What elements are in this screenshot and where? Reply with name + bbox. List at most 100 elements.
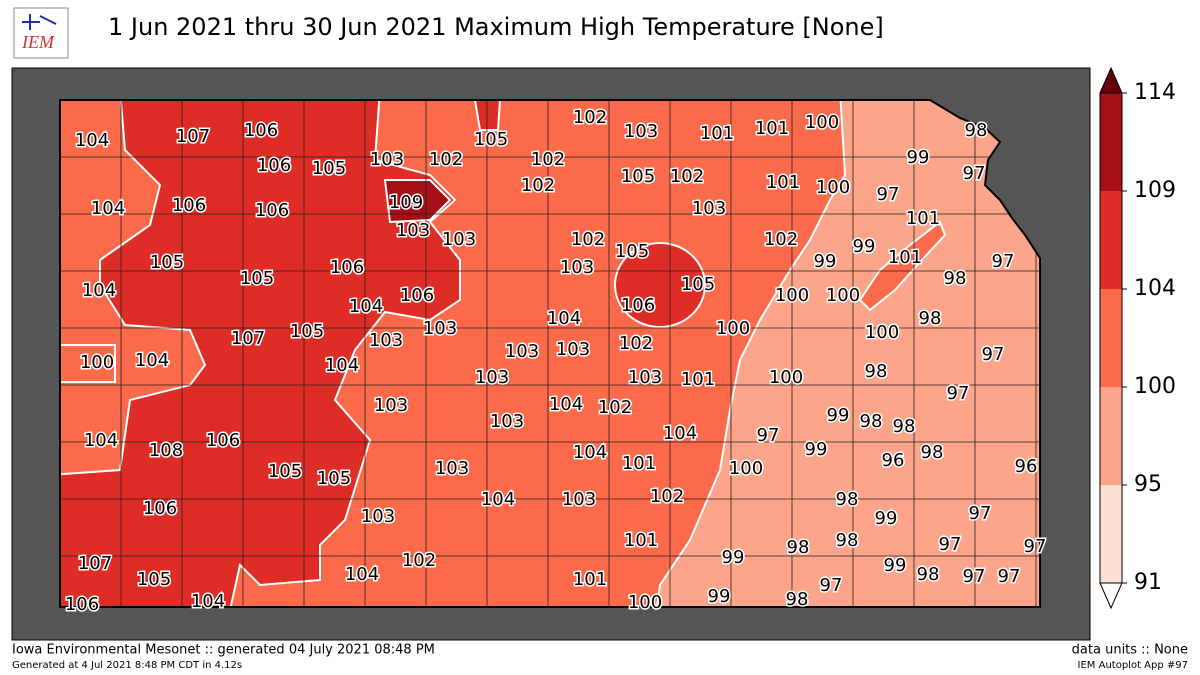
colorbar: 114 109 104 100 95 91 bbox=[1099, 66, 1176, 610]
station-value: 105 bbox=[317, 468, 351, 489]
station-value: 98 bbox=[836, 489, 859, 510]
station-value: 103 bbox=[370, 149, 404, 170]
station-value: 105 bbox=[240, 268, 274, 289]
station-value: 97 bbox=[939, 534, 962, 555]
station-value: 100 bbox=[865, 322, 899, 343]
station-value: 100 bbox=[716, 318, 750, 339]
station-value: 101 bbox=[766, 172, 800, 193]
station-value: 98 bbox=[787, 537, 810, 558]
station-value: 97 bbox=[820, 575, 843, 596]
station-value: 103 bbox=[475, 367, 509, 388]
station-value: 100 bbox=[628, 592, 662, 613]
station-value: 105 bbox=[268, 461, 302, 482]
station-value: 101 bbox=[888, 247, 922, 268]
station-value: 106 bbox=[143, 498, 177, 519]
station-value: 97 bbox=[1024, 536, 1047, 557]
station-value: 97 bbox=[992, 251, 1015, 272]
station-value: 104 bbox=[191, 591, 225, 612]
station-value: 107 bbox=[176, 126, 210, 147]
station-value: 99 bbox=[853, 236, 876, 257]
colorbar-bin bbox=[1100, 387, 1122, 485]
station-value: 106 bbox=[206, 430, 240, 451]
colorbar-frame bbox=[1099, 92, 1123, 584]
station-value: 103 bbox=[396, 220, 430, 241]
station-value: 103 bbox=[505, 341, 539, 362]
station-value: 105 bbox=[312, 158, 346, 179]
station-value: 103 bbox=[562, 489, 596, 510]
station-value: 106 bbox=[172, 195, 206, 216]
station-value: 105 bbox=[290, 321, 324, 342]
station-value: 104 bbox=[547, 308, 581, 329]
station-value: 100 bbox=[826, 285, 860, 306]
station-value: 102 bbox=[619, 333, 653, 354]
colorbar-tick-label: 91 bbox=[1134, 570, 1162, 595]
station-value: 97 bbox=[982, 344, 1005, 365]
region bbox=[60, 344, 116, 383]
footer-right-small: IEM Autoplot App #97 bbox=[1078, 660, 1188, 671]
station-value: 106 bbox=[244, 120, 278, 141]
region bbox=[858, 220, 947, 312]
station-value: 103 bbox=[692, 198, 726, 219]
station-value: 106 bbox=[255, 200, 289, 221]
region bbox=[653, 100, 1040, 607]
station-value: 102 bbox=[764, 229, 798, 250]
station-value: 98 bbox=[921, 442, 944, 463]
station-value: 99 bbox=[875, 508, 898, 529]
logo-text: IEM bbox=[21, 32, 55, 52]
region bbox=[383, 179, 452, 224]
station-value: 106 bbox=[621, 295, 655, 316]
station-value: 102 bbox=[521, 175, 555, 196]
station-value: 103 bbox=[624, 121, 658, 142]
region bbox=[60, 100, 461, 607]
station-value: 103 bbox=[361, 506, 395, 527]
title: 1 Jun 2021 thru 30 Jun 2021 Maximum High… bbox=[108, 13, 884, 41]
station-value: 103 bbox=[556, 339, 590, 360]
station-value: 100 bbox=[805, 112, 839, 133]
station-value: 104 bbox=[91, 198, 125, 219]
station-value: 99 bbox=[907, 147, 930, 168]
station-value: 98 bbox=[919, 308, 942, 329]
station-value: 104 bbox=[549, 394, 583, 415]
station-value: 102 bbox=[402, 550, 436, 571]
station-value: 98 bbox=[893, 416, 916, 437]
station-value: 99 bbox=[814, 251, 837, 272]
station-value: 105 bbox=[474, 129, 508, 150]
station-value: 104 bbox=[84, 430, 118, 451]
station-value: 98 bbox=[860, 411, 883, 432]
region bbox=[473, 100, 502, 131]
station-value: 102 bbox=[598, 397, 632, 418]
colorbar-tick-label: 104 bbox=[1134, 276, 1176, 301]
station-value: 104 bbox=[82, 280, 116, 301]
station-value: 100 bbox=[816, 177, 850, 198]
station-value: 103 bbox=[423, 318, 457, 339]
station-value: 106 bbox=[400, 285, 434, 306]
colorbar-tick-label: 100 bbox=[1134, 374, 1176, 399]
station-value: 97 bbox=[963, 163, 986, 184]
colorbar-tick-label: 95 bbox=[1134, 472, 1162, 497]
station-value: 97 bbox=[969, 503, 992, 524]
station-value: 109 bbox=[389, 192, 423, 213]
station-value: 99 bbox=[708, 586, 731, 607]
station-value: 102 bbox=[531, 149, 565, 170]
station-value: 103 bbox=[369, 330, 403, 351]
station-value: 101 bbox=[624, 530, 658, 551]
station-value: 103 bbox=[442, 229, 476, 250]
station-value: 106 bbox=[330, 257, 364, 278]
station-value: 108 bbox=[149, 440, 183, 461]
station-value: 97 bbox=[998, 566, 1021, 587]
colorbar-tick-label: 109 bbox=[1134, 178, 1176, 203]
station-value: 102 bbox=[670, 166, 704, 187]
station-value: 100 bbox=[729, 458, 763, 479]
station-value: 104 bbox=[573, 442, 607, 463]
station-value: 104 bbox=[325, 355, 359, 376]
colorbar-tick-label: 114 bbox=[1134, 80, 1176, 105]
station-value: 97 bbox=[877, 184, 900, 205]
station-value: 107 bbox=[78, 553, 112, 574]
station-value: 101 bbox=[573, 569, 607, 590]
station-value: 105 bbox=[137, 569, 171, 590]
station-value: 104 bbox=[349, 296, 383, 317]
station-value: 98 bbox=[944, 268, 967, 289]
station-value: 96 bbox=[882, 450, 905, 471]
colorbar-bin bbox=[1100, 289, 1122, 387]
station-value: 103 bbox=[560, 257, 594, 278]
